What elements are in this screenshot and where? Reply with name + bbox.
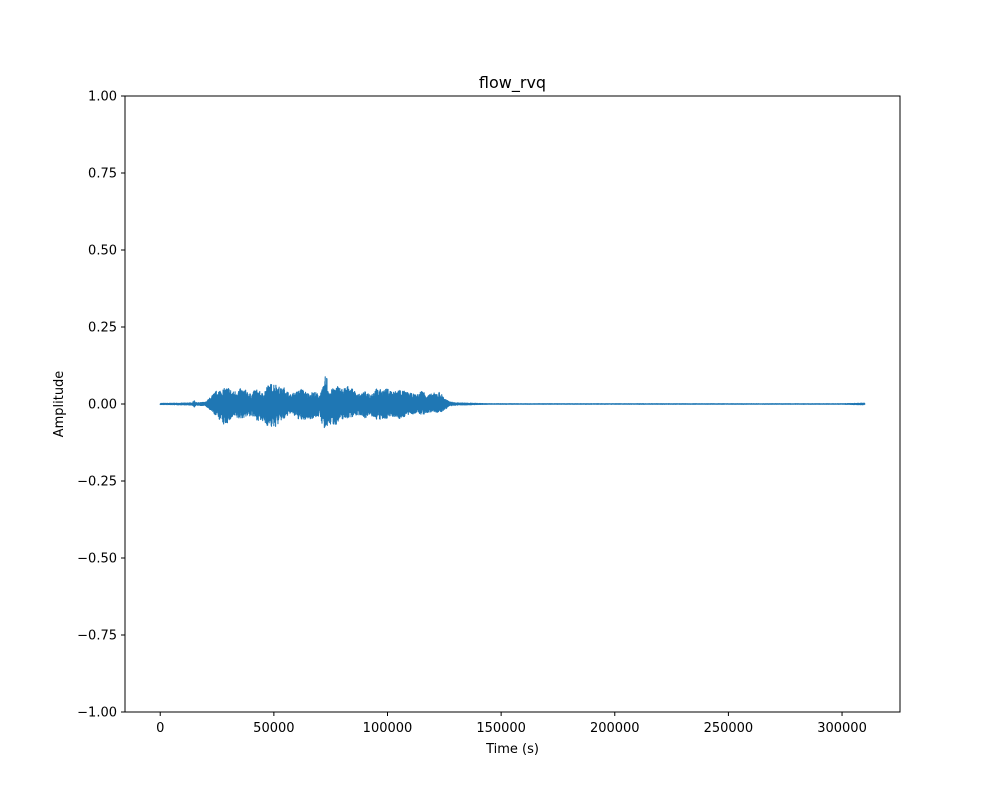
y-tick-label: −0.50: [77, 552, 117, 567]
chart-title: flow_rvq: [479, 73, 546, 93]
y-tick-label: 0.25: [88, 321, 117, 336]
x-tick-label: 150000: [476, 721, 526, 736]
y-tick-label: 1.00: [88, 90, 117, 105]
x-tick-label: 100000: [363, 721, 413, 736]
x-tick-label: 200000: [590, 721, 640, 736]
y-tick-label: −0.25: [77, 475, 117, 490]
y-axis: −1.00 −0.75 −0.50 −0.25 0.00 0.25 0.50 0.75 1.00: [77, 90, 125, 721]
y-tick-label: 0.75: [88, 167, 117, 182]
y-axis-label: Amplitude: [52, 371, 67, 438]
series-layer: [159, 376, 866, 429]
y-tick-label: −1.00: [77, 706, 117, 721]
x-axis: 0 50000 100000 150000 200000 250000 300000: [156, 712, 867, 736]
x-tick-label: 300000: [817, 721, 867, 736]
waveform-series-line: [159, 376, 866, 429]
x-axis-label: Time (s): [485, 742, 539, 757]
y-tick-label: 0.50: [88, 244, 117, 259]
x-tick-label: 50000: [253, 721, 294, 736]
x-tick-label: 0: [156, 721, 164, 736]
y-tick-label: −0.75: [77, 629, 117, 644]
x-tick-label: 250000: [704, 721, 754, 736]
y-tick-label: 0.00: [88, 398, 117, 413]
